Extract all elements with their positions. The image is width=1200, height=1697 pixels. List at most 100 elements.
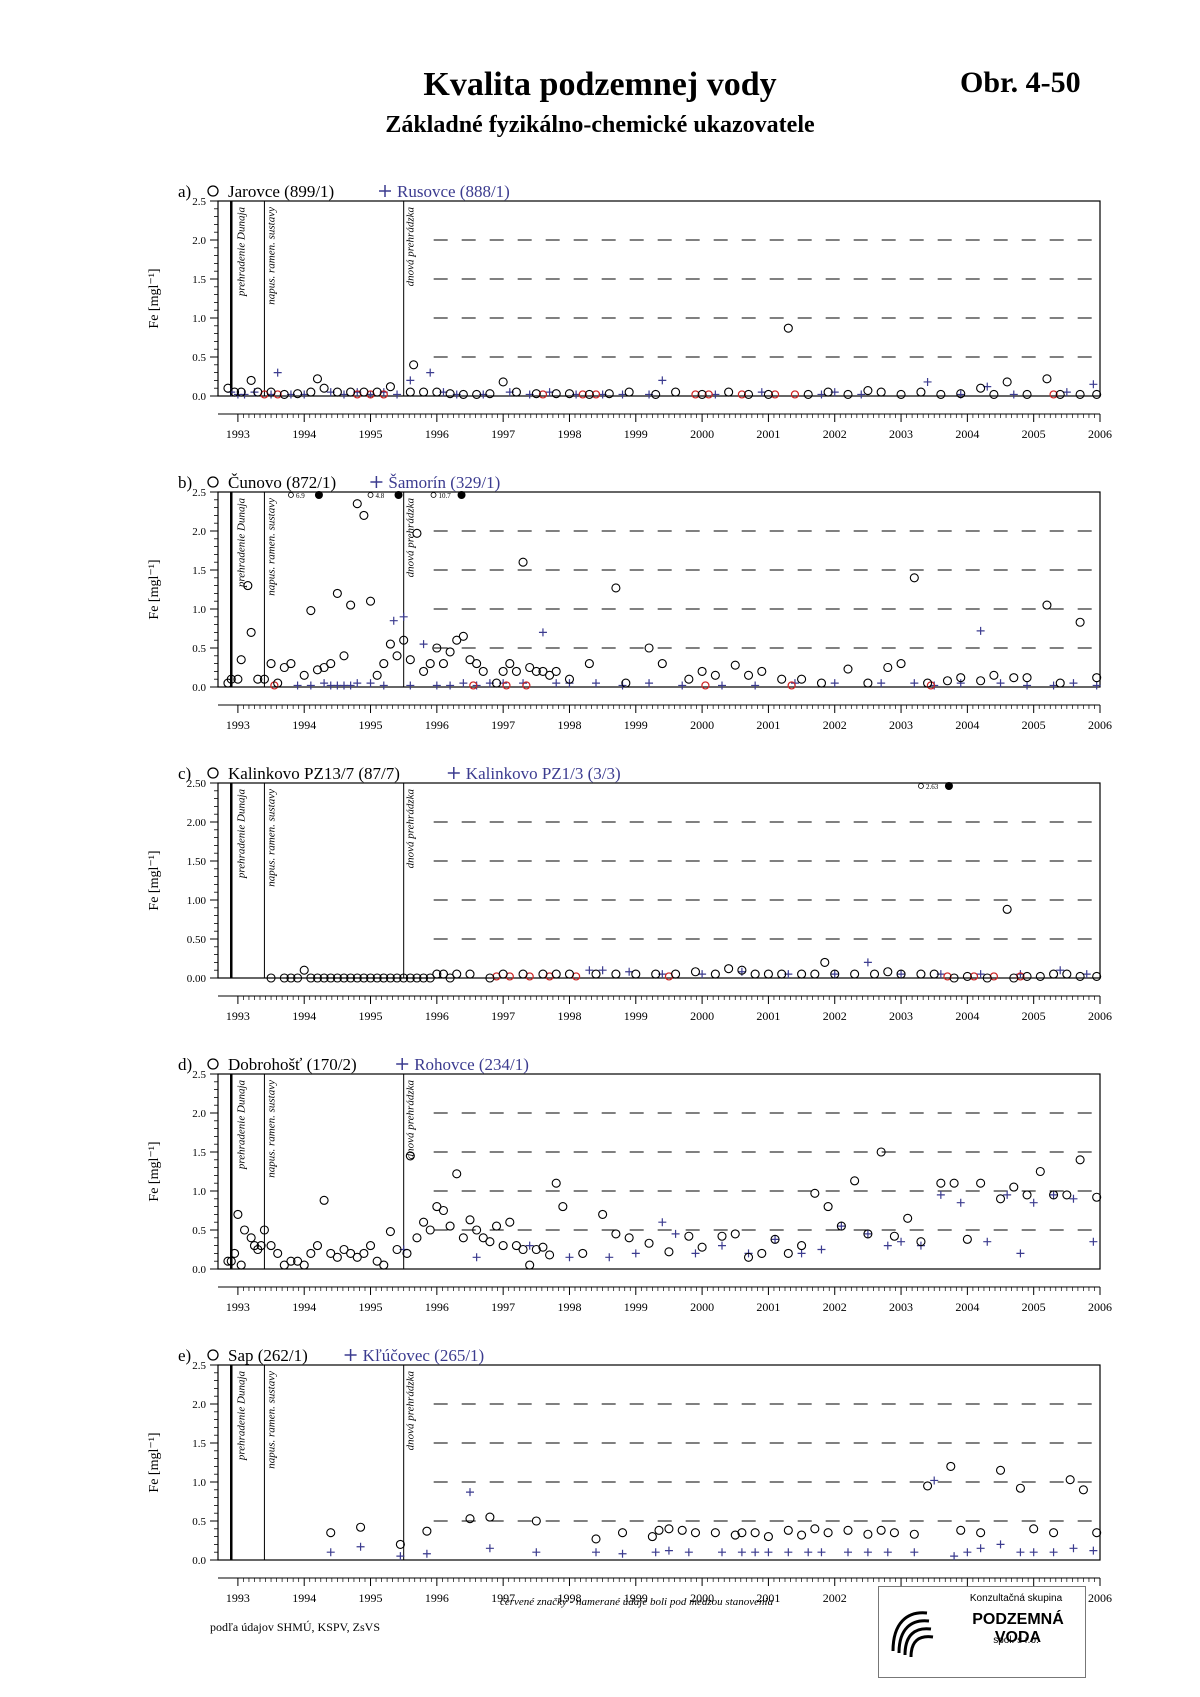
data-point-circle xyxy=(259,1225,269,1235)
data-point-circle xyxy=(299,965,309,975)
data-point-circle xyxy=(438,969,449,979)
data-point-circle xyxy=(654,1525,664,1535)
data-point-plus xyxy=(857,390,866,399)
data-point-plus xyxy=(422,1549,431,1558)
data-point-circle xyxy=(763,389,773,399)
data-point-circle xyxy=(936,1178,946,1188)
legend-series-2: Kalinkovo PZ1/3 (3/3) xyxy=(466,764,621,783)
data-point-circle xyxy=(810,1524,820,1534)
annotation-marker xyxy=(918,783,924,789)
plot-frame xyxy=(217,782,1101,979)
chart-panel-d: 0.0 0.5 1.0 1.5 2.0 2.5 1993 1994 1995 1996 1997 19… xyxy=(147,1055,1112,1314)
data-point-circle xyxy=(379,973,389,983)
data-point-circle xyxy=(982,973,992,983)
y-tick-label: 2.5 xyxy=(192,196,206,208)
data-point-circle xyxy=(312,665,323,675)
data-point-circle xyxy=(359,973,369,983)
data-point-circle xyxy=(385,382,395,392)
data-point-plus xyxy=(897,1237,906,1246)
event-label: dnová prehrádzka xyxy=(405,207,417,287)
data-point-circle xyxy=(352,499,362,509)
event-label: dnová prehrádzka xyxy=(405,789,417,869)
data-point-circle xyxy=(564,674,575,684)
data-point-plus xyxy=(396,1552,405,1561)
data-point-circle xyxy=(419,387,429,397)
data-point-circle xyxy=(346,600,356,610)
x-tick-label: 2006 xyxy=(1088,718,1112,732)
data-point-plus xyxy=(963,1548,972,1557)
data-point-circle xyxy=(306,606,316,616)
data-point-circle xyxy=(1062,969,1072,979)
data-point-circle xyxy=(1042,600,1052,610)
legend-circle-marker xyxy=(207,476,219,488)
y-tick-label: 0.5 xyxy=(192,1225,206,1237)
page-title: Kvalita podzemnej vody xyxy=(423,66,777,103)
x-tick-label: 1993 xyxy=(226,718,250,732)
data-point-circle xyxy=(511,1241,521,1251)
data-point-circle xyxy=(531,666,541,676)
data-point-circle xyxy=(246,375,256,385)
x-tick-label: 1993 xyxy=(226,1591,250,1605)
data-point-circle xyxy=(346,387,356,397)
data-point-circle xyxy=(312,1241,323,1251)
y-axis-label: Fe [mgl⁻¹] xyxy=(147,268,162,328)
data-point-circle xyxy=(392,651,402,661)
data-point-circle xyxy=(511,666,521,676)
data-point-circle xyxy=(385,973,395,983)
y-tick-label: 0.0 xyxy=(192,1555,206,1567)
data-point-circle xyxy=(1002,904,1012,914)
data-point-circle xyxy=(989,670,999,680)
plot-frame xyxy=(217,1364,1101,1561)
data-point-circle xyxy=(564,969,575,979)
data-point-circle xyxy=(236,655,246,665)
data-point-circle xyxy=(359,1248,369,1258)
data-point-plus xyxy=(432,681,441,690)
event-label: napus. ramen. sustavy xyxy=(265,789,277,887)
figure-number: Obr. 4-50 xyxy=(960,66,1081,99)
data-point-circle xyxy=(797,674,807,684)
data-point-circle xyxy=(286,1256,296,1266)
data-point-circle xyxy=(253,387,263,397)
data-point-plus xyxy=(1049,1548,1058,1557)
data-point-plus xyxy=(751,681,760,690)
data-point-circle xyxy=(266,387,276,397)
data-point-circle xyxy=(226,1256,236,1266)
data-point-circle xyxy=(949,1178,959,1188)
data-point-circle xyxy=(1009,673,1019,683)
data-point-circle xyxy=(936,389,946,399)
data-point-circle xyxy=(797,969,807,979)
data-point-circle xyxy=(319,662,329,673)
y-tick-label: 2.0 xyxy=(192,235,206,247)
data-point-plus xyxy=(1089,1237,1098,1246)
data-point-plus xyxy=(406,376,415,385)
data-point-circle xyxy=(1035,1166,1045,1177)
legend-circle-marker xyxy=(207,1349,219,1361)
data-point-circle xyxy=(465,969,475,979)
event-label: prehradenie Dunaja xyxy=(235,498,247,589)
data-point-circle xyxy=(422,1526,432,1536)
y-tick-label: 0.5 xyxy=(192,352,206,364)
data-point-circle xyxy=(458,389,468,399)
data-point-circle xyxy=(644,1238,654,1248)
data-point-circle xyxy=(657,659,667,669)
below-limit-marker xyxy=(770,390,780,399)
data-point-circle xyxy=(498,1241,508,1251)
data-point-plus xyxy=(877,679,886,688)
data-point-circle xyxy=(710,1528,720,1538)
data-point-plus xyxy=(837,1222,846,1231)
data-point-circle xyxy=(631,969,641,979)
below-limit-marker xyxy=(737,390,746,399)
logo-bottom-text: spol. s r.o. xyxy=(993,1635,1039,1646)
data-point-circle xyxy=(976,383,986,393)
data-point-plus xyxy=(366,679,375,688)
panel-label: d) xyxy=(178,1055,192,1074)
data-point-circle xyxy=(359,510,369,520)
x-tick-label: 2002 xyxy=(823,1300,847,1314)
data-point-circle xyxy=(730,1530,740,1540)
x-tick-label: 1998 xyxy=(557,427,581,441)
data-point-circle xyxy=(750,1528,760,1538)
data-point-plus xyxy=(399,612,408,621)
data-point-circle xyxy=(445,389,455,399)
data-point-circle xyxy=(717,1231,727,1241)
data-point-circle xyxy=(498,969,508,979)
